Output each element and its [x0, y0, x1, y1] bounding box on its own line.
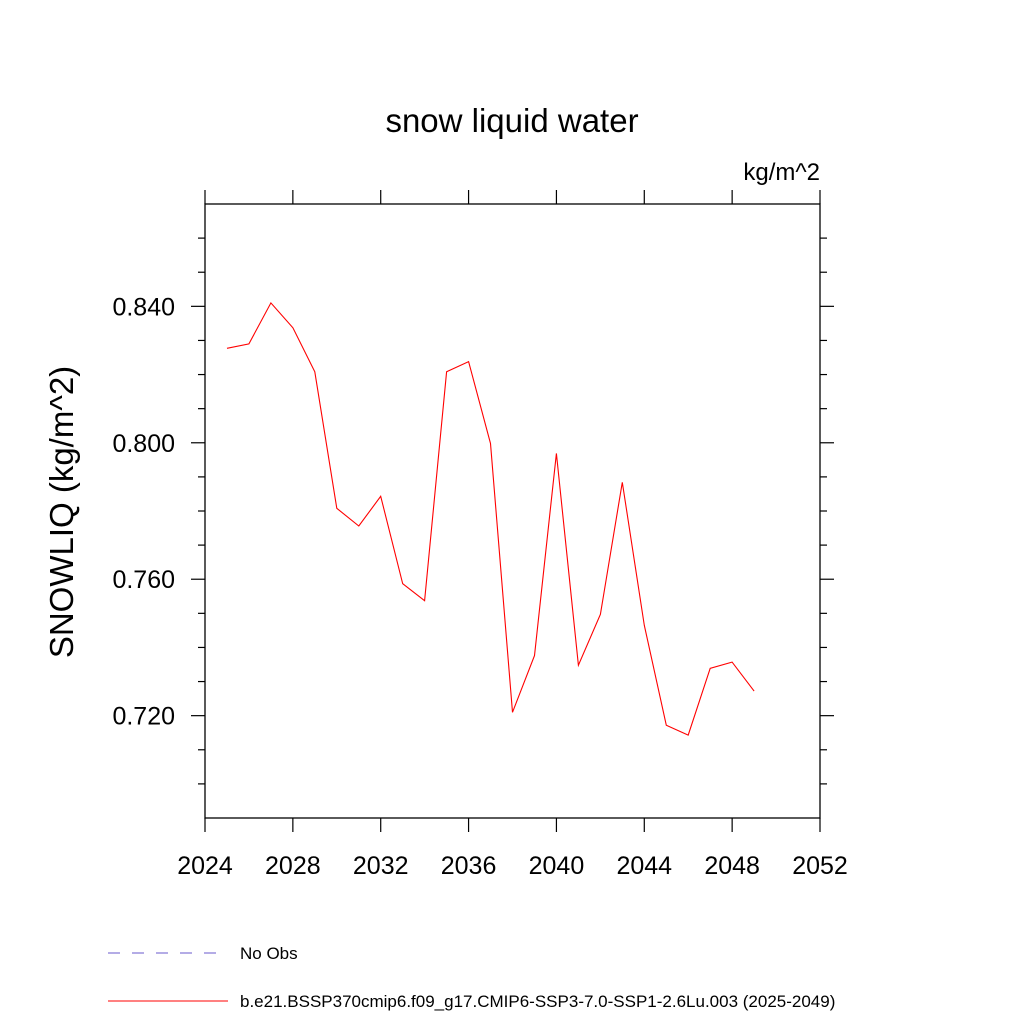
chart-title: snow liquid water: [385, 102, 638, 139]
legend-label-series: b.e21.BSSP370cmip6.f09_g17.CMIP6-SSP3-7.…: [240, 992, 835, 1011]
minor-ticks: [198, 237, 827, 785]
units-label: kg/m^2: [743, 159, 820, 186]
legend-label-no-obs: No Obs: [240, 944, 298, 963]
major-ticks: [191, 190, 834, 832]
x-tick-label-2028: 2028: [265, 852, 321, 880]
plot-frame: [204, 203, 821, 819]
x-tick-label-2024: 2024: [177, 852, 233, 880]
legend: No Obs b.e21.BSSP370cmip6.f09_g17.CMIP6-…: [108, 944, 835, 1011]
x-tick-labels: 2024 2028 2032 2036 2040 2044 2048 2052: [177, 852, 848, 880]
x-tick-label-2036: 2036: [441, 852, 497, 880]
y-tick-label-1: 0.760: [112, 566, 175, 594]
x-tick-label-2032: 2032: [353, 852, 409, 880]
x-tick-label-2052: 2052: [792, 852, 848, 880]
x-tick-label-2048: 2048: [704, 852, 760, 880]
y-axis-label: SNOWLIQ (kg/m^2): [43, 366, 80, 658]
series-lines: [226, 301, 755, 736]
x-tick-label-2044: 2044: [616, 852, 672, 880]
series-line-0: [226, 301, 755, 736]
y-tick-label-2: 0.800: [112, 430, 175, 458]
y-tick-labels: 0.720 0.760 0.800 0.840: [112, 293, 175, 730]
x-tick-label-2040: 2040: [529, 852, 585, 880]
y-tick-label-0: 0.720: [112, 703, 175, 731]
y-tick-label-3: 0.840: [112, 293, 175, 321]
